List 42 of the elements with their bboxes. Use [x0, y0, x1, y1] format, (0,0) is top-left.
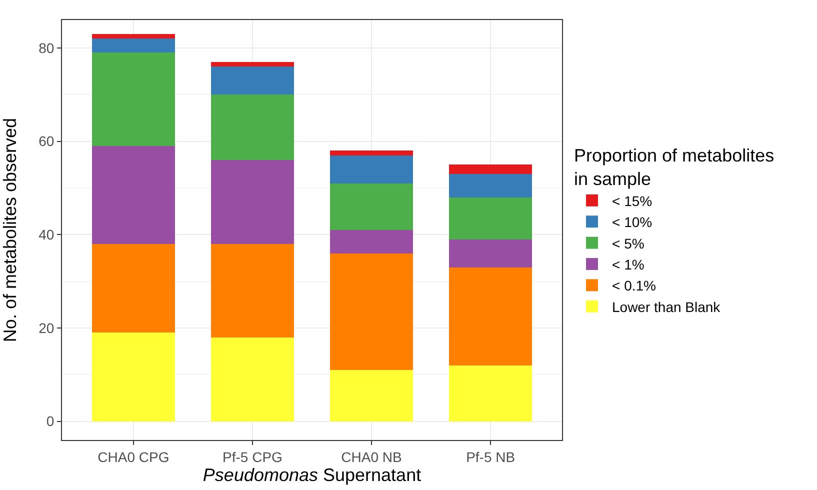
legend-label: < 10%	[612, 214, 652, 230]
bar	[92, 146, 176, 244]
x-axis-title: Pseudomonas Supernatant	[202, 464, 422, 485]
bar	[448, 365, 532, 422]
bar	[448, 239, 532, 268]
bar	[210, 62, 294, 67]
bar	[330, 253, 414, 370]
x-tick-label: Pf-5 NB	[466, 448, 516, 465]
bar	[330, 183, 414, 230]
bar	[210, 160, 294, 244]
bar	[448, 164, 532, 174]
legend-title: Proportion of metabolites in sample	[574, 145, 774, 189]
bar	[330, 150, 414, 156]
y-tick-label: 60	[38, 133, 54, 150]
x-tick-label: CHA0 CPG	[98, 448, 170, 465]
bar	[448, 197, 532, 240]
bar	[92, 34, 176, 39]
bar	[210, 337, 294, 422]
y-tick-label: 0	[46, 413, 54, 430]
x-tick-label: CHA0 NB	[341, 448, 402, 465]
bar	[210, 94, 294, 160]
legend-label: < 1%	[612, 256, 644, 272]
bar	[92, 52, 176, 146]
bar	[210, 66, 294, 95]
y-axis-title: No. of metabolites observed	[0, 118, 20, 342]
legend-label: < 15%	[612, 192, 652, 209]
bar	[92, 244, 176, 333]
y-tick-label: 80	[38, 40, 54, 56]
y-tick-label: 20	[38, 320, 54, 336]
legend-label: Lower than Blank	[612, 298, 722, 315]
bar	[210, 244, 294, 338]
bar	[330, 155, 414, 184]
bar	[92, 38, 176, 53]
y-tick-label: 40	[38, 226, 54, 243]
x-tick-label: Pf-5 CPG	[222, 448, 282, 465]
bar	[448, 267, 532, 366]
legend-label: < 5%	[612, 235, 644, 252]
bar	[92, 332, 176, 422]
bar	[330, 370, 414, 422]
legend-label: < 0.1%	[612, 278, 656, 294]
bar	[330, 230, 414, 254]
bar	[448, 174, 532, 198]
